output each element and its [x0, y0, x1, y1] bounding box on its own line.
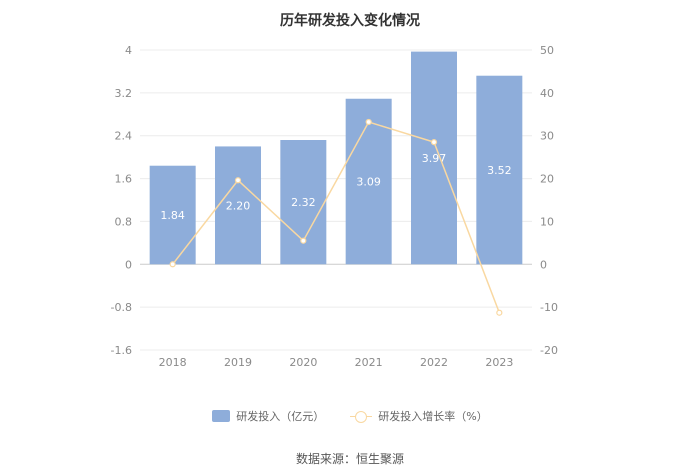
- legend-item-rd-spend[interactable]: 研发投入（亿元）: [212, 408, 324, 424]
- right-axis-tick-label: -10: [540, 301, 558, 314]
- left-axis-tick-label: 1.6: [115, 173, 133, 186]
- growth-point: [234, 177, 242, 184]
- chart-title: 历年研发投入变化情况: [280, 13, 420, 29]
- bar-series: [149, 51, 523, 265]
- bar-data-label: 3.09: [356, 176, 381, 189]
- left-axis-tick-label: 0.8: [115, 215, 133, 228]
- bar: [215, 146, 261, 265]
- legend-label-growth-rate: 研发投入增长率（%）: [378, 410, 488, 423]
- legend: 研发投入（亿元） 研发投入增长率（%）: [0, 408, 700, 424]
- data-source-note: 数据来源：恒生聚源: [295, 452, 404, 466]
- right-axis-tick-label: 0: [540, 258, 547, 271]
- growth-point: [496, 309, 503, 316]
- combo-chart: 1.84 2.20 2.32 3.09 3.97 3.52 4 3.2 2.4 1.6 0.8 0 -…: [111, 44, 558, 369]
- bar: [411, 51, 457, 265]
- bar: [476, 75, 523, 265]
- x-axis-ticks: 2018 2019 2020 2021 2022 2023: [159, 356, 514, 369]
- growth-point: [169, 261, 176, 268]
- right-axis-tick-label: -20: [540, 344, 558, 357]
- left-axis-tick-label: 0: [125, 258, 132, 271]
- growth-line-series: [169, 118, 503, 316]
- bar-data-label: 1.84: [160, 209, 185, 222]
- left-axis-tick-label: 4: [125, 44, 132, 57]
- x-axis-tick-label: 2018: [159, 356, 187, 369]
- bar-data-labels: 1.84 2.20 2.32 3.09 3.97 3.52: [160, 152, 511, 222]
- bar: [149, 165, 196, 265]
- bar-data-label: 3.97: [422, 152, 447, 165]
- growth-point: [365, 118, 372, 126]
- growth-line: [172, 121, 501, 313]
- x-axis-tick-label: 2020: [289, 356, 317, 369]
- right-axis-tick-label: 50: [540, 44, 554, 57]
- bar-data-label: 2.32: [291, 196, 316, 209]
- left-axis-tick-label: 3.2: [115, 87, 133, 100]
- legend-line-swatch: [350, 410, 373, 423]
- left-axis-tick-label: 2.4: [115, 130, 133, 143]
- x-axis-tick-label: 2021: [355, 356, 383, 369]
- right-axis-ticks: 50 40 30 20 10 0 -10 -20: [540, 44, 558, 357]
- right-axis-tick-label: 20: [540, 173, 554, 186]
- growth-point: [300, 237, 307, 244]
- legend-bar-swatch: [212, 410, 231, 422]
- x-axis-tick-label: 2022: [420, 356, 448, 369]
- legend-item-growth-rate[interactable]: 研发投入增长率（%）: [350, 408, 488, 424]
- gridlines: [140, 49, 532, 351]
- right-axis-tick-label: 10: [540, 215, 554, 228]
- x-axis-tick-label: 2023: [485, 356, 513, 369]
- growth-point: [430, 139, 438, 146]
- legend-label-rd-spend: 研发投入（亿元）: [236, 410, 325, 423]
- bar-data-label: 3.52: [487, 164, 512, 177]
- left-axis-tick-label: -1.6: [111, 344, 132, 357]
- bar-data-label: 2.20: [226, 199, 251, 212]
- left-axis-tick-label: -0.8: [111, 301, 132, 314]
- right-axis-tick-label: 30: [540, 130, 554, 143]
- left-axis-ticks: 4 3.2 2.4 1.6 0.8 0 -0.8 -1.6: [111, 44, 132, 357]
- x-axis-tick-label: 2019: [224, 356, 252, 369]
- right-axis-tick-label: 40: [540, 87, 554, 100]
